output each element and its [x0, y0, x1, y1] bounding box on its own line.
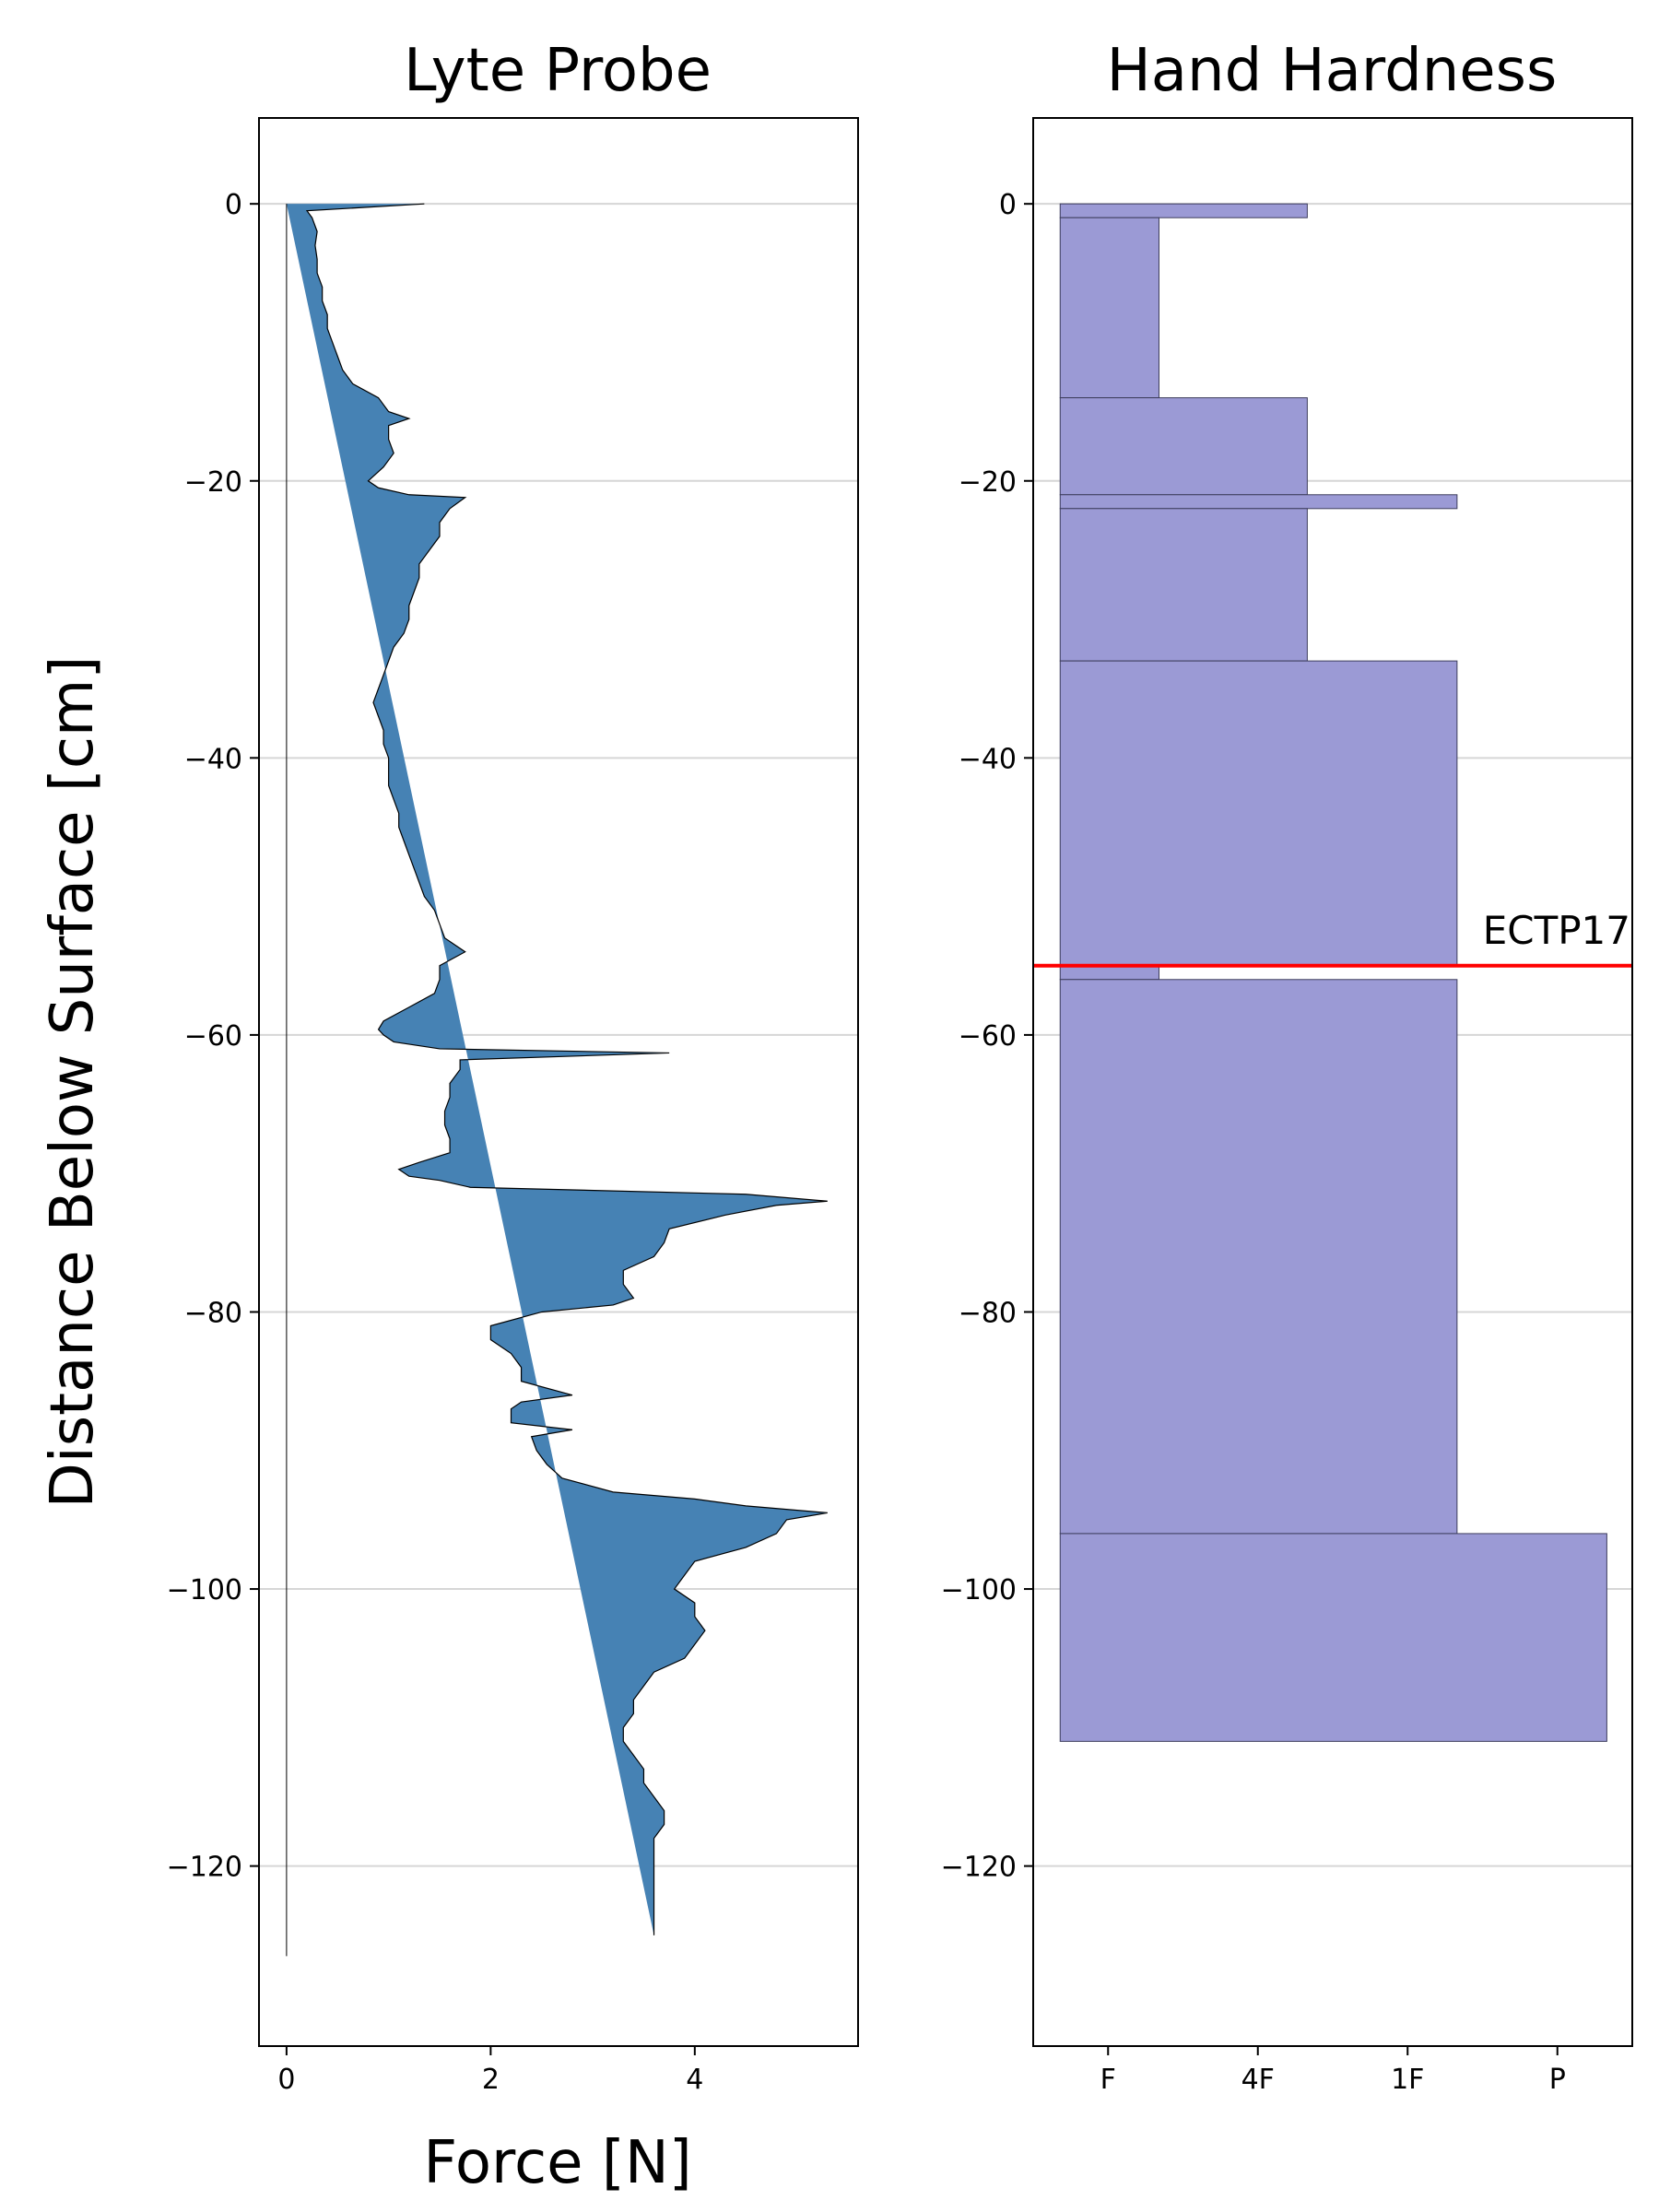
lyte-probe-x-tick-label: 0 — [277, 2064, 295, 2096]
lyte-probe-y-tick-label: −60 — [184, 1020, 242, 1053]
hand-hardness-layer-bar — [1059, 508, 1308, 662]
lyte-probe-y-tick-label: −80 — [184, 1297, 242, 1329]
hand-hardness-axes-frame — [1032, 117, 1633, 2047]
hand-hardness-x-tick-label: F — [1100, 2064, 1116, 2096]
lyte-probe-y-tick-label: −20 — [184, 466, 242, 499]
lyte-probe-force-line — [305, 203, 828, 1936]
lyte-probe-force-area — [286, 204, 828, 1936]
lyte-probe-y-tick-label: −100 — [167, 1574, 242, 1606]
hand-hardness-y-tick-label: 0 — [999, 189, 1017, 221]
hand-hardness-panel: Hand Hardness ECTP17 F 4F 1F P 0 −20 −40 −60 −8… — [941, 37, 1633, 2096]
hand-hardness-plot-area — [1059, 203, 1607, 1742]
stability-test-label: ECTP17 — [1483, 908, 1630, 953]
hand-hardness-x-ticks: F 4F 1F P — [1100, 2046, 1566, 2096]
hand-hardness-layer-bar — [1059, 660, 1458, 967]
hand-hardness-layer-bar — [1059, 217, 1159, 399]
hand-hardness-layer-bar — [1059, 494, 1458, 510]
hand-hardness-layer-bar — [1059, 203, 1308, 218]
lyte-probe-y-tick-label: −120 — [167, 1852, 242, 1884]
lyte-probe-y-tick-label: −40 — [184, 743, 242, 775]
hand-hardness-x-tick-label: 1F — [1391, 2064, 1424, 2096]
lyte-probe-plot-area — [286, 203, 828, 1957]
hand-hardness-layer-bar — [1059, 965, 1159, 981]
hand-hardness-y-ticks: 0 −20 −40 −60 −80 −100 −120 — [941, 189, 1033, 1884]
hand-hardness-y-tick-label: −20 — [959, 466, 1017, 499]
lyte-probe-x-tick-label: 2 — [482, 2064, 500, 2096]
lyte-probe-axes-frame — [258, 117, 859, 2047]
hand-hardness-x-tick-label: 4F — [1241, 2064, 1275, 2096]
lyte-probe-title: Lyte Probe — [404, 37, 712, 105]
lyte-probe-x-ticks: 0 2 4 — [277, 2046, 703, 2096]
hand-hardness-layer-bar — [1059, 397, 1308, 496]
lyte-probe-x-tick-label: 4 — [686, 2064, 703, 2096]
hand-hardness-y-tick-label: −80 — [959, 1297, 1017, 1329]
hand-hardness-y-tick-label: −120 — [941, 1852, 1017, 1884]
hand-hardness-layer-bar — [1059, 1533, 1607, 1742]
hand-hardness-annotations: ECTP17 — [1033, 908, 1632, 968]
lyte-probe-panel: Lyte Probe 0 2 4 0 −20 −40 −60 −80 −100 −120 For… — [39, 37, 859, 2197]
lyte-probe-x-axis-label: Force [N] — [423, 2129, 691, 2197]
hand-hardness-x-tick-label: P — [1549, 2064, 1566, 2096]
lyte-probe-y-tick-label: 0 — [225, 189, 242, 221]
hand-hardness-layer-bar — [1059, 979, 1458, 1535]
hand-hardness-y-tick-label: −60 — [959, 1020, 1017, 1053]
hand-hardness-title: Hand Hardness — [1107, 37, 1558, 105]
lyte-probe-y-ticks: 0 −20 −40 −60 −80 −100 −120 — [167, 189, 259, 1884]
hand-hardness-y-tick-label: −40 — [959, 743, 1017, 775]
y-axis-label: Distance Below Surface [cm] — [39, 656, 107, 1509]
hand-hardness-y-tick-label: −100 — [941, 1574, 1017, 1606]
